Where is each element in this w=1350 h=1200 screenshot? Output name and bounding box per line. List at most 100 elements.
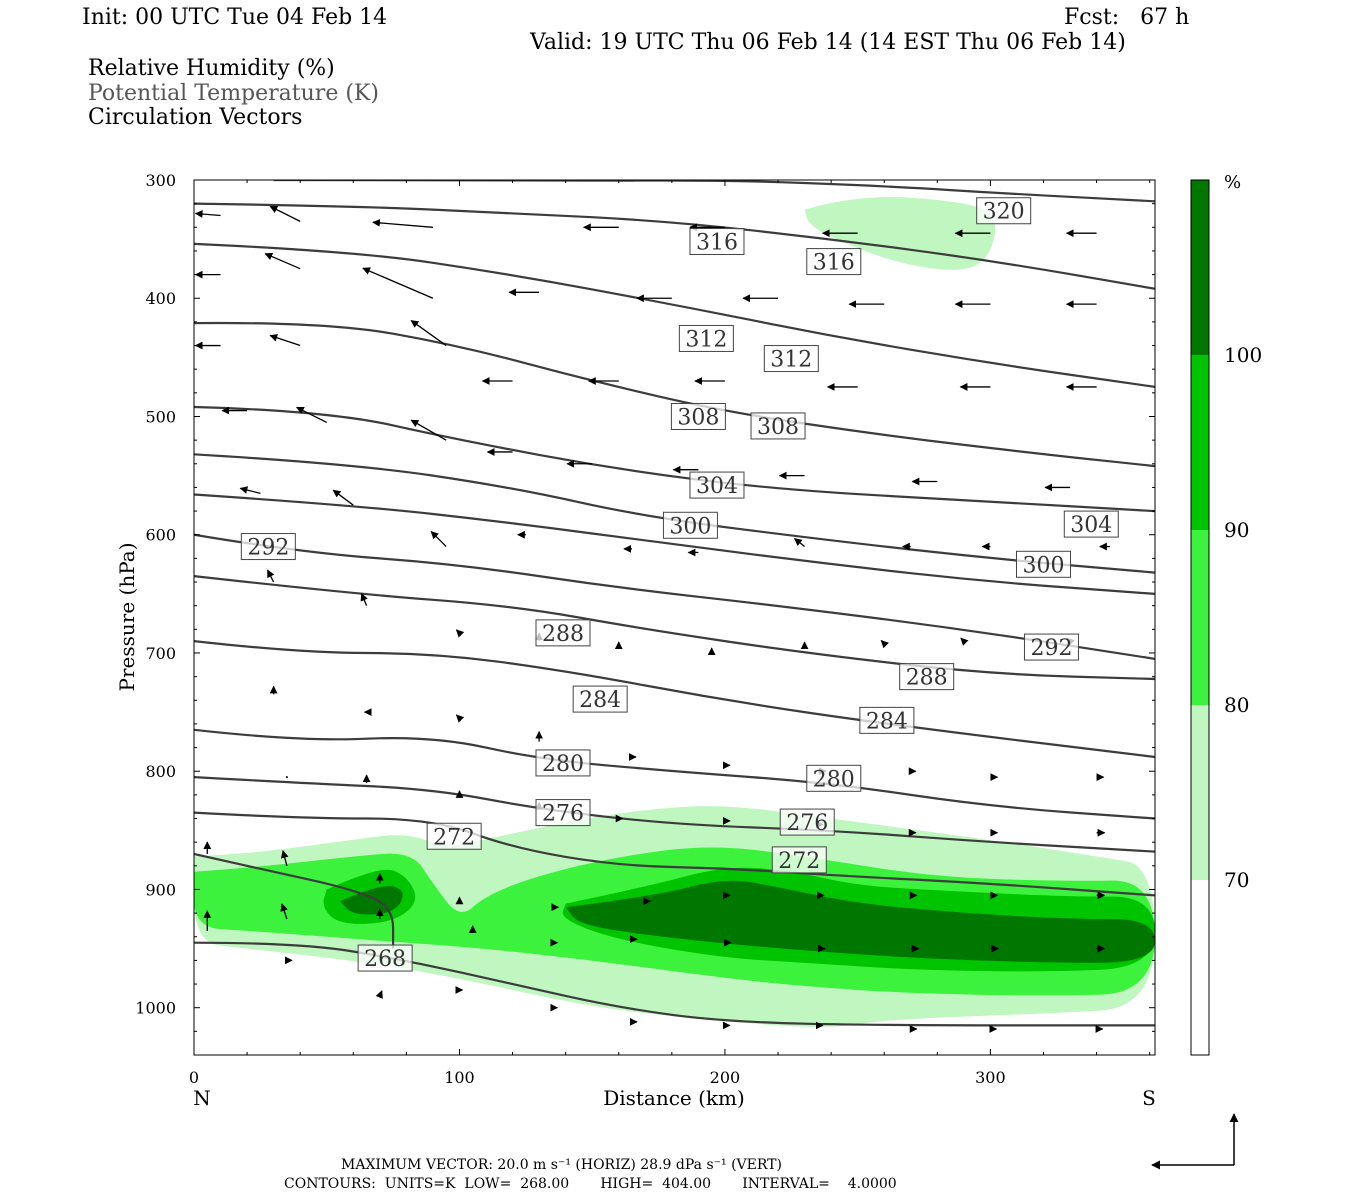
circulation-vector xyxy=(280,850,289,866)
colorbar-segment xyxy=(1191,530,1209,705)
circulation-vector xyxy=(455,714,465,723)
x-tick-label: 300 xyxy=(975,1068,1006,1087)
theta-label-300: 300 xyxy=(1016,550,1072,578)
circulation-vector xyxy=(960,637,969,646)
theta-label-316: 316 xyxy=(689,227,745,255)
x-tick-label: 0 xyxy=(189,1068,199,1087)
circulation-vector xyxy=(280,903,288,920)
field-rh: Relative Humidity (%) xyxy=(88,56,335,81)
theta-label-284: 284 xyxy=(859,706,915,734)
circulation-vector xyxy=(264,252,301,270)
theta-label-268: 268 xyxy=(357,944,413,972)
svg-text:272: 272 xyxy=(778,849,820,874)
axes: 300 400 500 600 700 800 900 1000 0 100 200 300 xyxy=(135,171,1155,1087)
colorbar-tick-label: 70 xyxy=(1224,868,1249,892)
theta-contour-292 xyxy=(194,533,1155,660)
circulation-vector xyxy=(239,486,261,494)
theta-label-292: 292 xyxy=(1023,633,1079,661)
svg-text:288: 288 xyxy=(542,622,584,647)
theta-label-308: 308 xyxy=(670,402,726,430)
theta-label-304: 304 xyxy=(1063,510,1119,538)
colorbar-tick-label: 80 xyxy=(1224,693,1249,717)
circulation-vector xyxy=(880,639,889,649)
colorbar-unit: % xyxy=(1224,172,1241,193)
circulation-vector xyxy=(455,629,465,638)
theta-contour-308 xyxy=(194,321,1155,468)
theta-label-280: 280 xyxy=(535,749,591,777)
svg-text:284: 284 xyxy=(866,709,908,734)
theta-contour-272 xyxy=(194,811,1155,897)
circulation-vector xyxy=(360,592,368,606)
forecast-hour: Fcst: 67 h xyxy=(1064,5,1190,30)
svg-text:304: 304 xyxy=(696,474,738,499)
theta-label-300: 300 xyxy=(662,511,718,539)
x-right-end-label: S xyxy=(1142,1086,1156,1110)
colorbar-tick-label: 100 xyxy=(1224,343,1262,367)
theta-contour-288 xyxy=(194,575,1155,681)
footer-contours: CONTOURS: UNITS=K LOW= 268.00 HIGH= 404.… xyxy=(284,1176,897,1192)
theta-contour-316 xyxy=(194,202,1155,290)
theta-contour-268 xyxy=(194,852,395,949)
colorbar-tick-label: 90 xyxy=(1224,518,1249,542)
svg-text:304: 304 xyxy=(1070,513,1112,538)
circulation-vector xyxy=(267,569,275,583)
colorbar: % 100 90 80 70 xyxy=(1190,172,1262,1056)
circulation-vector xyxy=(362,267,434,299)
circulation-vector xyxy=(793,538,805,548)
theta-label-276: 276 xyxy=(535,799,591,827)
theta-label-312: 312 xyxy=(763,345,819,373)
svg-text:268: 268 xyxy=(364,947,406,972)
colorbar-segment xyxy=(1191,355,1209,530)
theta-label-304: 304 xyxy=(689,471,745,499)
svg-text:312: 312 xyxy=(685,327,727,352)
theta-contour-296 xyxy=(194,493,1155,595)
circulation-vector xyxy=(285,776,288,779)
theta-contour-320 xyxy=(273,180,1155,203)
theta-label-288: 288 xyxy=(899,663,955,691)
svg-text:280: 280 xyxy=(542,752,584,777)
theta-label-288: 288 xyxy=(535,619,591,647)
svg-text:284: 284 xyxy=(579,688,621,713)
y-tick-label: 500 xyxy=(145,407,176,426)
y-tick-label: 900 xyxy=(145,880,176,899)
svg-text:300: 300 xyxy=(1023,553,1065,578)
circulation-vector xyxy=(269,334,301,347)
theta-label-276: 276 xyxy=(779,808,835,836)
y-axis-title: Pressure (hPa) xyxy=(115,543,139,692)
svg-text:316: 316 xyxy=(813,251,855,276)
svg-text:288: 288 xyxy=(906,666,948,691)
y-tick-label: 800 xyxy=(145,762,176,781)
svg-text:276: 276 xyxy=(542,802,584,827)
field-vectors: Circulation Vectors xyxy=(88,105,303,130)
svg-text:308: 308 xyxy=(757,415,799,440)
x-tick-label: 200 xyxy=(710,1068,741,1087)
x-left-end-label: N xyxy=(193,1086,211,1110)
plot-frame xyxy=(193,179,1156,1056)
svg-text:308: 308 xyxy=(677,405,719,430)
rh-region-100-6 xyxy=(565,880,1155,963)
circulation-vector xyxy=(410,320,447,347)
field-theta: Potential Temperature (K) xyxy=(88,81,379,106)
theta-contour-300 xyxy=(194,453,1155,574)
theta-label-280: 280 xyxy=(806,764,862,792)
theta-label-316: 316 xyxy=(806,248,862,276)
svg-text:320: 320 xyxy=(983,200,1025,225)
theta-contour-284 xyxy=(194,640,1155,759)
circulation-vector xyxy=(296,406,328,423)
rh-region-70-1 xyxy=(804,197,996,270)
svg-text:292: 292 xyxy=(247,536,289,561)
theta-label-292: 292 xyxy=(240,533,296,561)
y-tick-label: 300 xyxy=(145,171,176,190)
theta-contour-312 xyxy=(194,242,1155,388)
y-tick-label: 1000 xyxy=(135,999,176,1018)
theta-label-320: 320 xyxy=(976,197,1032,225)
rh-fill-layer xyxy=(194,197,1155,1027)
svg-text:276: 276 xyxy=(786,811,828,836)
theta-label-284: 284 xyxy=(572,685,628,713)
svg-text:280: 280 xyxy=(813,767,855,792)
theta-contour-264 xyxy=(194,941,1155,1027)
theta-label-272: 272 xyxy=(771,846,827,874)
x-axis-title: Distance (km) xyxy=(603,1086,745,1110)
